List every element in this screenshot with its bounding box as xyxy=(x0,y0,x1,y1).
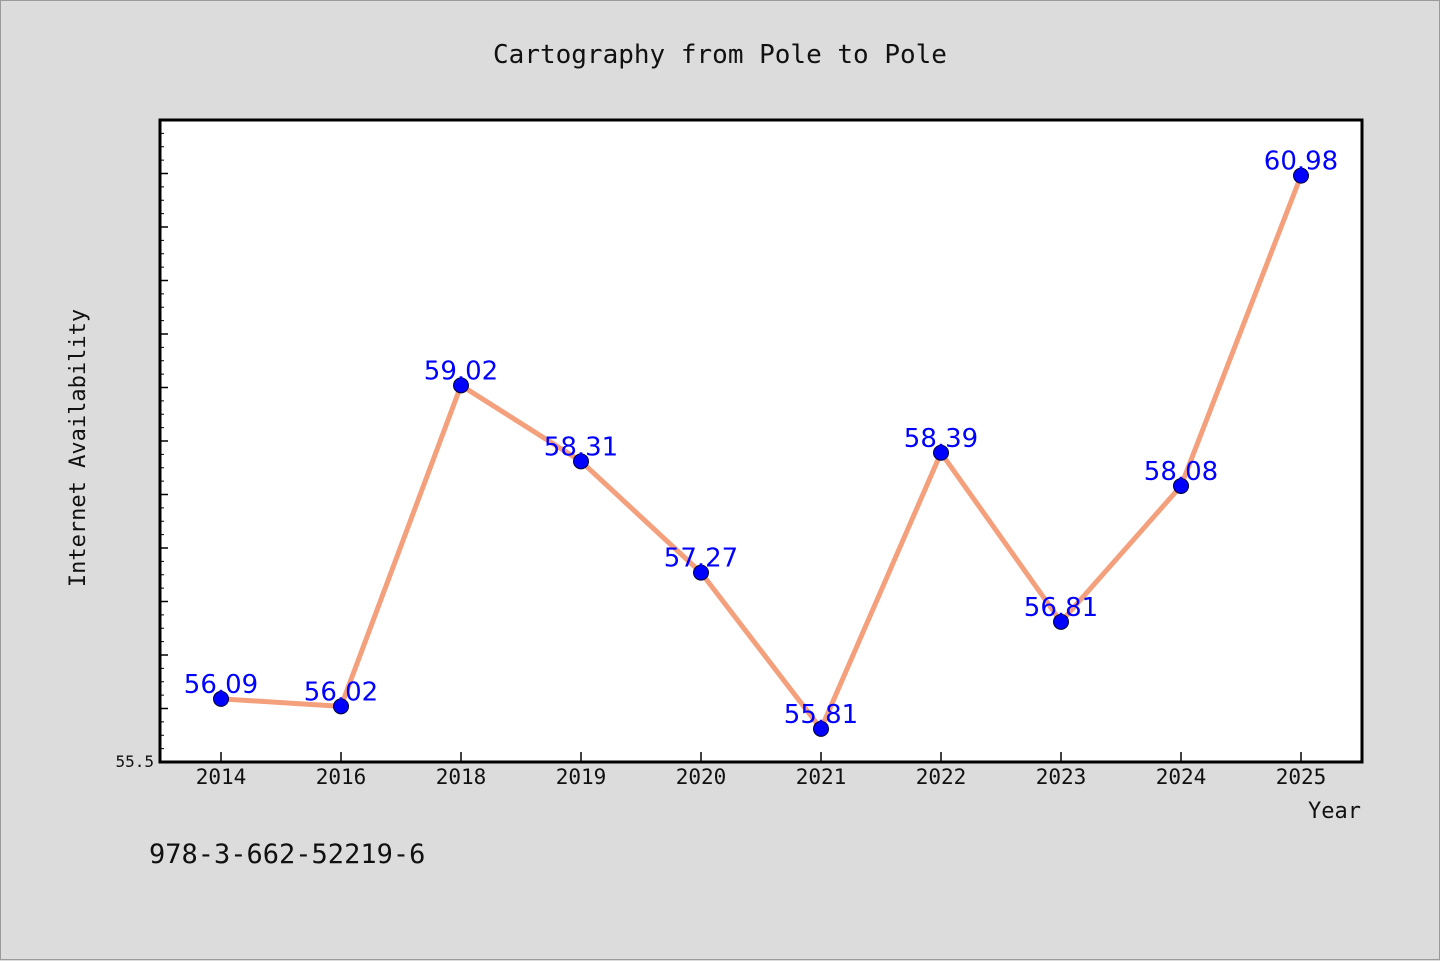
data-label: 59.02 xyxy=(424,356,498,386)
x-tick-label: 2021 xyxy=(796,765,847,789)
x-axis-label: Year xyxy=(1308,799,1361,824)
data-label: 60.98 xyxy=(1264,147,1338,177)
data-label: 56.09 xyxy=(184,670,258,700)
x-tick-label: 2016 xyxy=(316,765,367,789)
data-labels: 56.09 56.02 59.02 58.31 57.27 55.81 58.39 56.81… xyxy=(184,147,1338,730)
x-tick-label: 2024 xyxy=(1156,765,1207,789)
data-point-marker xyxy=(453,377,469,394)
y-axis-ticks xyxy=(160,119,168,763)
data-point-marker xyxy=(213,690,229,707)
x-axis-ticks xyxy=(220,752,1302,762)
y-axis-label: Internet Availability xyxy=(66,309,91,587)
data-label: 57.27 xyxy=(664,544,738,574)
chart-title: Cartography from Pole to Pole xyxy=(493,40,947,70)
data-point-marker xyxy=(1053,613,1069,630)
data-point-marker xyxy=(333,698,349,715)
x-tick-label: 2018 xyxy=(436,765,487,789)
isbn-footer: 978-3-662-52219-6 xyxy=(149,839,425,870)
data-label: 58.39 xyxy=(904,424,978,454)
data-label: 58.08 xyxy=(1144,457,1218,487)
data-label: 55.81 xyxy=(784,700,858,730)
series-group xyxy=(218,173,1304,732)
data-point-marker xyxy=(1293,167,1309,184)
x-tick-label: 2019 xyxy=(556,765,607,789)
data-label: 58.31 xyxy=(544,432,618,462)
x-tick-label: 2014 xyxy=(196,765,247,789)
data-markers xyxy=(213,167,1309,737)
x-tick-label: 2020 xyxy=(676,765,727,789)
data-point-marker xyxy=(573,453,589,470)
data-label: 56.81 xyxy=(1024,593,1098,623)
x-axis-tick-labels: 2014 2016 2018 2019 2020 2021 2022 2023 2024 2025 xyxy=(196,765,1327,789)
x-tick-label: 2022 xyxy=(916,765,967,789)
x-tick-label: 2023 xyxy=(1036,765,1087,789)
data-point-marker xyxy=(693,564,709,581)
data-point-marker xyxy=(1173,477,1189,494)
data-point-marker xyxy=(813,720,829,737)
y-tick-label: 55.5 xyxy=(115,752,154,771)
data-label: 56.02 xyxy=(304,677,378,707)
plot-area xyxy=(158,118,1364,764)
data-point-marker xyxy=(933,444,949,461)
series-line xyxy=(218,173,1304,732)
x-tick-label: 2025 xyxy=(1276,765,1327,789)
